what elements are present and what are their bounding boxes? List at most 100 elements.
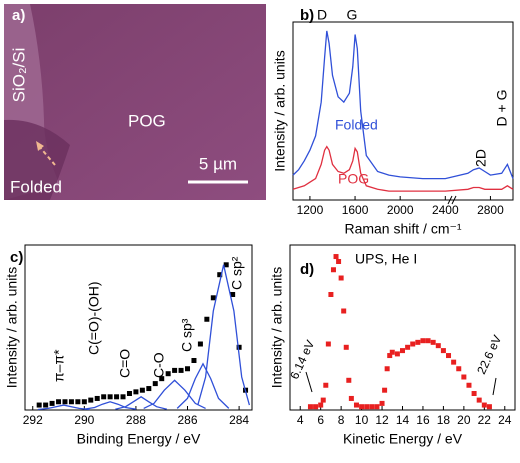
x-tick-label: 12 (375, 413, 389, 427)
data-point (486, 404, 492, 410)
data-point (165, 371, 171, 377)
data-point (348, 395, 354, 401)
label: Folded (10, 177, 62, 196)
data-point (152, 381, 158, 387)
data-point (328, 292, 334, 297)
chart-title: UPS, He I (355, 251, 417, 267)
x-axis-label: Kinetic Energy / eV (343, 431, 463, 447)
data-point (318, 402, 324, 408)
series-label: POG (338, 171, 369, 187)
data-point (36, 402, 42, 408)
data-point (191, 358, 197, 363)
series-label: C=O (117, 349, 133, 378)
data-point (435, 343, 441, 349)
data-point (405, 344, 411, 350)
x-tick-label: 1200 (297, 203, 324, 217)
data-point (384, 366, 390, 372)
plot-frame (24, 244, 253, 411)
data-point (172, 367, 178, 373)
data-point (425, 338, 431, 344)
data-point (400, 348, 405, 354)
data-point (446, 353, 452, 359)
series-line (197, 264, 251, 406)
data-point (204, 316, 210, 322)
x-tick-label: 292 (23, 413, 43, 427)
data-point (323, 382, 329, 388)
arrow-head (36, 141, 44, 151)
data-point (389, 349, 395, 355)
data-point (461, 374, 467, 380)
x-tick-label: 2000 (387, 203, 414, 217)
data-point (420, 338, 426, 344)
data-point (101, 394, 107, 400)
data-point (320, 397, 326, 403)
annotation: 22.6 eV (474, 333, 504, 376)
x-tick-label: 20 (457, 413, 471, 427)
data-point (333, 254, 339, 260)
data-point (133, 389, 139, 395)
data-point (114, 394, 120, 400)
y-axis-label: Intensity / arb. units (269, 267, 285, 388)
data-point (394, 351, 400, 357)
data-point (330, 267, 336, 273)
data-point (146, 386, 152, 392)
annotation: 6.14 eV (287, 338, 317, 381)
series-label: C-O (151, 352, 167, 378)
data-point (217, 272, 223, 278)
x-tick-label: 24 (498, 413, 512, 427)
data-point (107, 394, 113, 400)
data-point (338, 275, 344, 281)
series-label: C sp³ (179, 318, 195, 352)
folded-region (4, 119, 70, 200)
data-point (126, 391, 132, 396)
series-line (176, 362, 230, 409)
series-line (37, 404, 90, 411)
data-point (387, 353, 393, 359)
label: POG (128, 111, 166, 130)
y-axis-label: Intensity / arb. units (272, 50, 288, 171)
data-point (325, 341, 331, 347)
data-point (68, 399, 74, 405)
data-point (75, 399, 81, 405)
arrow (492, 377, 497, 396)
x-tick-label: 22 (478, 413, 492, 427)
annotation: 2D (473, 149, 489, 167)
data-point (120, 394, 126, 400)
data-point (341, 308, 347, 314)
data-point (364, 404, 370, 410)
data-point (451, 359, 457, 365)
x-tick-label: 2800 (477, 203, 504, 217)
data-point (476, 397, 482, 403)
x-tick-label: 16 (416, 413, 430, 427)
data-point (178, 367, 184, 373)
data-point (379, 400, 385, 406)
data-point (481, 402, 487, 408)
x-axis-label: Raman shift / cm⁻¹ (344, 221, 461, 237)
data-point (62, 399, 68, 405)
data-point (346, 377, 352, 383)
x-axis-label: Binding Energy / eV (77, 431, 201, 447)
x-tick-label: 290 (74, 413, 94, 427)
series-label: C(=O)-(OH) (86, 282, 102, 356)
data-point (382, 387, 388, 393)
data-point (94, 395, 100, 401)
data-point (313, 404, 319, 410)
arrow (305, 371, 313, 393)
data-point (223, 262, 229, 268)
data-point (440, 348, 446, 354)
series-line (143, 379, 206, 409)
data-point (336, 259, 342, 264)
data-point (81, 399, 87, 405)
data-point (197, 341, 203, 347)
series-line (292, 30, 514, 180)
series-label: Folded (335, 117, 378, 133)
data-point (430, 339, 436, 345)
series-line (84, 401, 137, 410)
x-tick-label: 284 (229, 413, 249, 427)
data-point (43, 402, 49, 408)
x-tick-label: 286 (177, 413, 197, 427)
data-point (236, 344, 242, 350)
series-label: π–π* (51, 349, 67, 382)
